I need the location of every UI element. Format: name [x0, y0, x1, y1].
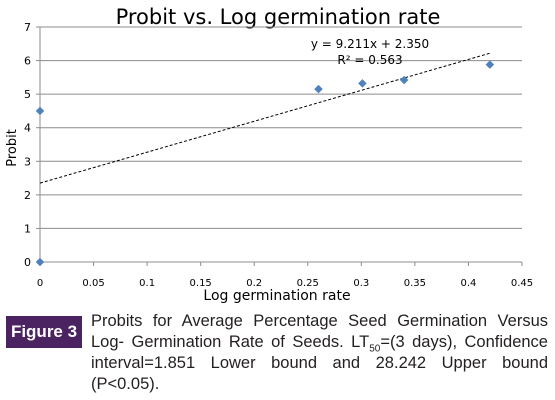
chart-title: Probit vs. Log germination rate [116, 5, 441, 29]
caption-text: Probits for Average Percentage Seed Germ… [91, 311, 548, 395]
y-tick-label: 0 [24, 256, 31, 269]
x-tick-label: 0.05 [82, 278, 104, 289]
trendline [39, 52, 491, 184]
trendline-r-squared: R² = 0.563 [337, 53, 402, 67]
caption-subscript: 50 [369, 343, 381, 355]
x-tick-label: 0.2 [246, 278, 262, 289]
x-tick-labels: 0 0.05 0.1 0.15 0.2 0.25 0.3 0.35 0.4 0.45 [37, 278, 533, 289]
y-tick-label: 7 [24, 21, 31, 34]
data-points [35, 60, 495, 267]
x-tick-label: 0.4 [460, 278, 476, 289]
y-tick-labels: 0 1 2 3 4 5 6 7 [24, 21, 31, 269]
x-tick-label: 0 [37, 278, 43, 289]
figure-caption: Figure 3 Probits for Average Percentage … [0, 310, 555, 400]
gridlines [40, 26, 522, 229]
y-tick-label: 3 [24, 155, 31, 168]
x-tick-label: 0.3 [353, 278, 369, 289]
y-tick-label: 5 [24, 88, 31, 101]
data-point [35, 257, 45, 267]
y-tick-label: 1 [24, 222, 31, 235]
data-point [314, 84, 323, 94]
y-tick-label: 2 [24, 189, 31, 202]
x-tick-label: 0.45 [511, 278, 533, 289]
trendline-equation: y = 9.211x + 2.350 [311, 37, 429, 51]
y-tick-label: 6 [24, 55, 31, 68]
figure-label-badge: Figure 3 [6, 316, 82, 348]
axes [36, 26, 523, 266]
x-tick-label: 0.15 [190, 278, 212, 289]
x-tick-label: 0.35 [404, 278, 426, 289]
data-point [35, 106, 45, 116]
caption-text-part1: Probits for Average Percentage Seed Germ… [91, 312, 548, 351]
data-point [485, 60, 495, 69]
data-point [358, 79, 367, 88]
caption-text-part2: =(3 days), Confidence interval=1.851 Low… [91, 333, 548, 393]
x-tick-label: 0.1 [139, 278, 155, 289]
x-tick-label: 0.25 [297, 278, 319, 289]
y-axis-title: Probit [5, 129, 20, 167]
y-tick-label: 4 [24, 122, 31, 135]
chart: Probit vs. Log germination rate 0 1 2 3 4 5 6 7… [5, 5, 533, 304]
x-axis-title: Log germination rate [203, 288, 350, 304]
trendline-layer [39, 52, 491, 184]
data-point [399, 75, 409, 85]
